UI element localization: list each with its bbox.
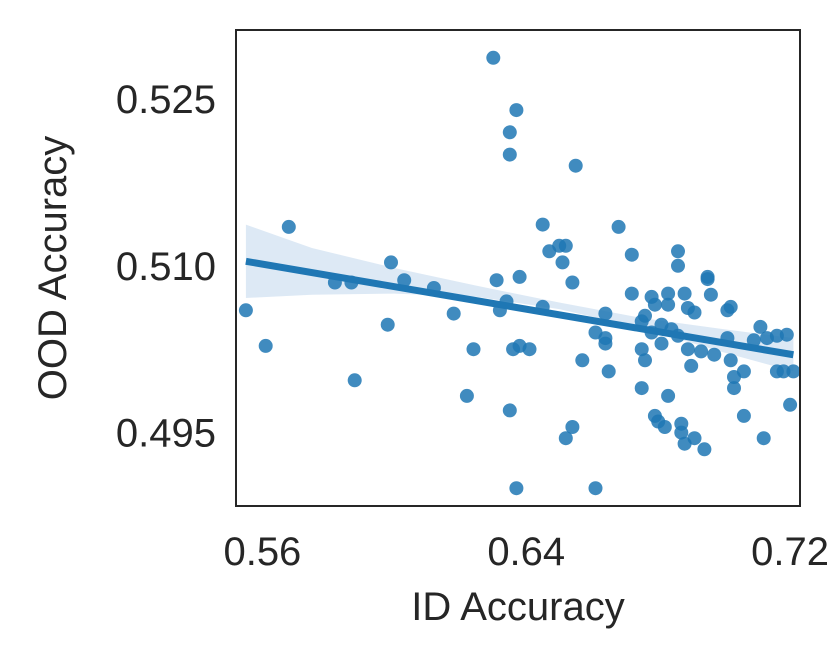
data-point (281, 219, 296, 234)
y-axis-label: OOD Accuracy (31, 136, 75, 401)
y-tick-label: 0.525 (116, 78, 216, 122)
data-point (535, 217, 550, 232)
data-point (258, 338, 273, 353)
data-point (568, 158, 583, 173)
data-point (502, 403, 517, 418)
data-point (502, 147, 517, 162)
data-point (736, 408, 751, 423)
data-point (565, 275, 580, 290)
data-point (634, 342, 649, 357)
data-point (634, 381, 649, 396)
data-point (783, 397, 798, 412)
data-point (459, 388, 474, 403)
data-point (671, 258, 685, 273)
data-point (509, 103, 524, 118)
data-point (746, 333, 761, 348)
data-point (512, 269, 527, 284)
data-point (684, 358, 699, 373)
confidence-band (245, 224, 794, 372)
data-point (661, 297, 676, 312)
y-tick-label: 0.495 (116, 412, 216, 456)
x-tick-label: 0.64 (487, 530, 565, 574)
data-point (661, 388, 676, 403)
data-point (489, 273, 504, 288)
data-point (486, 50, 501, 65)
data-point (565, 420, 580, 434)
data-point (647, 297, 662, 312)
data-point (654, 336, 669, 351)
data-point (380, 317, 395, 332)
x-tick-label: 0.56 (223, 530, 301, 574)
data-point (384, 255, 398, 270)
data-point (703, 287, 718, 302)
regression-line (245, 257, 794, 359)
data-point (723, 353, 738, 368)
data-point (769, 328, 784, 343)
data-point (638, 353, 652, 368)
confidence-band-layer (245, 224, 794, 372)
data-point (671, 244, 685, 259)
data-point (694, 344, 709, 359)
data-point (727, 381, 741, 396)
data-point (661, 286, 676, 301)
data-point (611, 219, 626, 234)
data-point (624, 247, 639, 262)
data-point (347, 373, 362, 388)
data-point (397, 273, 412, 288)
data-points-layer (238, 50, 801, 496)
data-point (509, 481, 524, 496)
data-point (575, 353, 590, 368)
data-point (756, 431, 771, 446)
data-point (753, 319, 768, 334)
data-point (588, 481, 603, 496)
data-point (446, 306, 461, 321)
data-point (677, 436, 692, 451)
data-point (680, 342, 695, 357)
data-point (697, 442, 712, 457)
data-point (736, 364, 751, 379)
data-point (601, 364, 616, 379)
x-axis-label: ID Accuracy (411, 585, 624, 629)
x-ticks: 0.56 0.64 0.72 (223, 530, 829, 574)
data-point (674, 425, 689, 440)
y-tick-label: 0.510 (116, 245, 216, 289)
data-point (720, 303, 735, 318)
data-point (466, 342, 481, 357)
data-point (707, 347, 722, 362)
data-point (687, 305, 702, 320)
data-point (700, 272, 715, 287)
regression-line-layer (245, 257, 794, 359)
x-tick-label: 0.72 (751, 530, 829, 574)
data-point (558, 431, 573, 446)
data-point (598, 306, 613, 321)
data-point (657, 420, 672, 434)
data-point (522, 342, 537, 357)
data-point (238, 303, 253, 318)
plot-frame (235, 29, 801, 507)
y-ticks: 0.495 0.510 0.525 (116, 78, 216, 456)
data-point (769, 364, 784, 379)
data-point (552, 238, 567, 253)
data-point (502, 125, 517, 140)
data-point (624, 286, 639, 301)
data-point (677, 286, 692, 301)
data-point (786, 364, 801, 379)
data-point (555, 255, 570, 270)
data-point (598, 336, 613, 351)
